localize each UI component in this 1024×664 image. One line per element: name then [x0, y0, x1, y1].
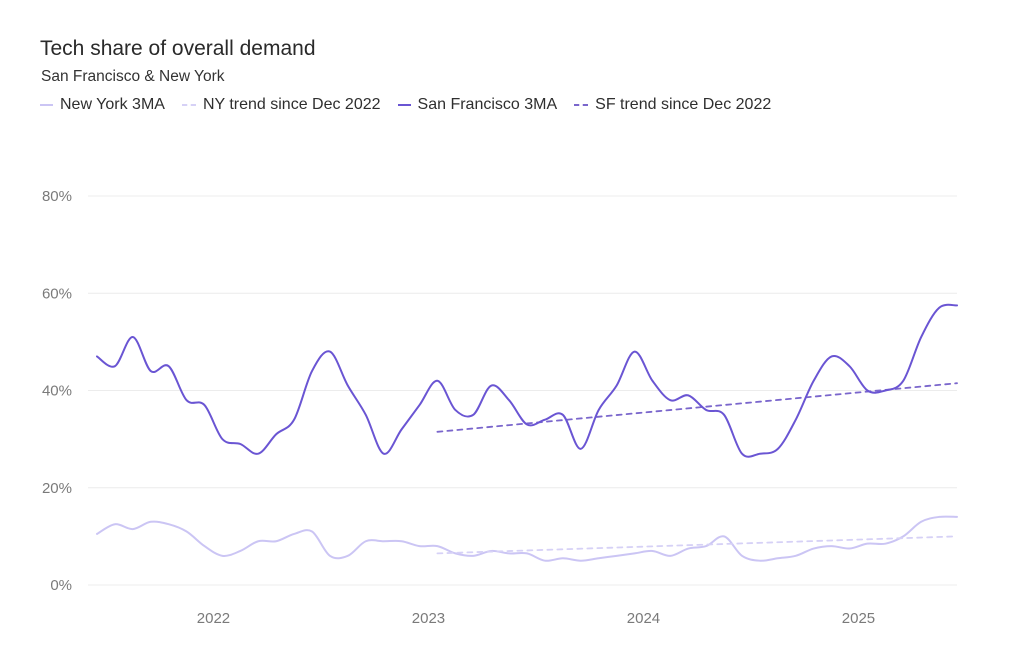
- legend-item-ny-trend[interactable]: NY trend since Dec 2022: [181, 96, 381, 114]
- gridlines: [88, 195, 957, 586]
- legend-item-ny-3ma[interactable]: New York 3MA: [40, 96, 165, 114]
- chart-title: Tech share of overall demand: [40, 37, 316, 60]
- legend-swatch-ny-trend: [181, 104, 196, 106]
- legend-swatch-sf-trend: [574, 104, 589, 106]
- y-tick-label: 80%: [42, 188, 72, 205]
- x-tick-label: 2025: [842, 610, 875, 627]
- legend: New York 3MA NY trend since Dec 2022 San…: [40, 96, 788, 114]
- legend-item-sf-trend[interactable]: SF trend since Dec 2022: [574, 96, 771, 114]
- y-axis-ticks: 0% 20% 40% 60% 80%: [42, 188, 72, 594]
- series-line-new-york-3ma: [96, 515, 958, 562]
- x-tick-label: 2023: [412, 610, 445, 627]
- series-line-ny-trend-since-dec-2022: [436, 535, 958, 555]
- series-lines: [96, 303, 958, 562]
- x-tick-label: 2022: [197, 610, 230, 627]
- y-tick-label: 0%: [50, 577, 72, 594]
- series-line-san-francisco-3ma: [96, 303, 958, 458]
- legend-item-sf-3ma[interactable]: San Francisco 3MA: [397, 96, 558, 114]
- y-tick-label: 40%: [42, 383, 72, 400]
- legend-swatch-ny-3ma: [40, 104, 53, 106]
- chart-subtitle: San Francisco & New York: [41, 68, 225, 85]
- y-tick-label: 60%: [42, 285, 72, 302]
- legend-swatch-sf-3ma: [397, 104, 411, 106]
- legend-label-ny-trend: NY trend since Dec 2022: [202, 96, 381, 113]
- legend-label-sf-trend: SF trend since Dec 2022: [595, 96, 772, 113]
- legend-label-sf-3ma: San Francisco 3MA: [417, 96, 558, 113]
- x-axis-ticks: 2022 2023 2024 2025: [197, 610, 875, 627]
- legend-label-ny-3ma: New York 3MA: [60, 96, 165, 113]
- x-tick-label: 2024: [627, 610, 660, 627]
- y-tick-label: 20%: [42, 480, 72, 497]
